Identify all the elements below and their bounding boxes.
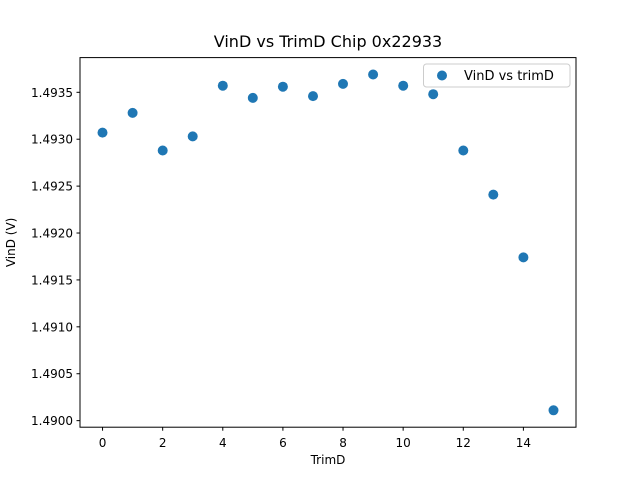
x-tick-label: 14 — [516, 436, 531, 450]
data-point — [97, 127, 108, 138]
y-tick-label: 1.4920 — [31, 227, 73, 241]
data-point — [428, 89, 439, 100]
x-tick-label: 12 — [456, 436, 471, 450]
legend-label: VinD vs trimD — [464, 69, 554, 84]
y-tick-label: 1.4935 — [31, 86, 73, 100]
x-tick-label: 6 — [279, 436, 287, 450]
data-point — [127, 107, 138, 118]
data-point — [247, 92, 258, 103]
data-point — [458, 145, 469, 156]
data-point — [277, 81, 288, 92]
y-tick-label: 1.4905 — [31, 367, 73, 381]
data-point — [488, 189, 499, 200]
data-point — [518, 252, 529, 263]
y-axis-label: VinD (V) — [4, 218, 18, 268]
x-tick-label: 8 — [339, 436, 347, 450]
data-point — [338, 78, 348, 89]
chart-title: VinD vs TrimD Chip 0x22933 — [214, 32, 442, 51]
legend: VinD vs trimD — [423, 63, 571, 88]
data-point — [398, 80, 409, 91]
x-tick-label: 4 — [219, 436, 227, 450]
legend-box — [423, 63, 571, 88]
data-point — [157, 145, 168, 156]
x-tick-label: 0 — [99, 436, 107, 450]
plot-area — [79, 57, 577, 428]
x-axis-label: TrimD — [310, 453, 346, 467]
data-point — [308, 91, 318, 102]
y-tick-label: 1.4915 — [31, 273, 73, 287]
y-tick-label: 1.4925 — [31, 180, 73, 194]
y-tick-label: 1.4900 — [31, 414, 73, 428]
x-tick-label: 10 — [396, 436, 411, 450]
x-tick-label: 2 — [159, 436, 167, 450]
y-tick-label: 1.4930 — [31, 133, 73, 147]
data-point — [368, 69, 379, 80]
data-point — [187, 131, 198, 142]
data-point — [217, 80, 228, 91]
y-tick-label: 1.4910 — [31, 320, 73, 334]
data-point — [548, 405, 559, 416]
legend-marker-icon — [437, 70, 447, 81]
